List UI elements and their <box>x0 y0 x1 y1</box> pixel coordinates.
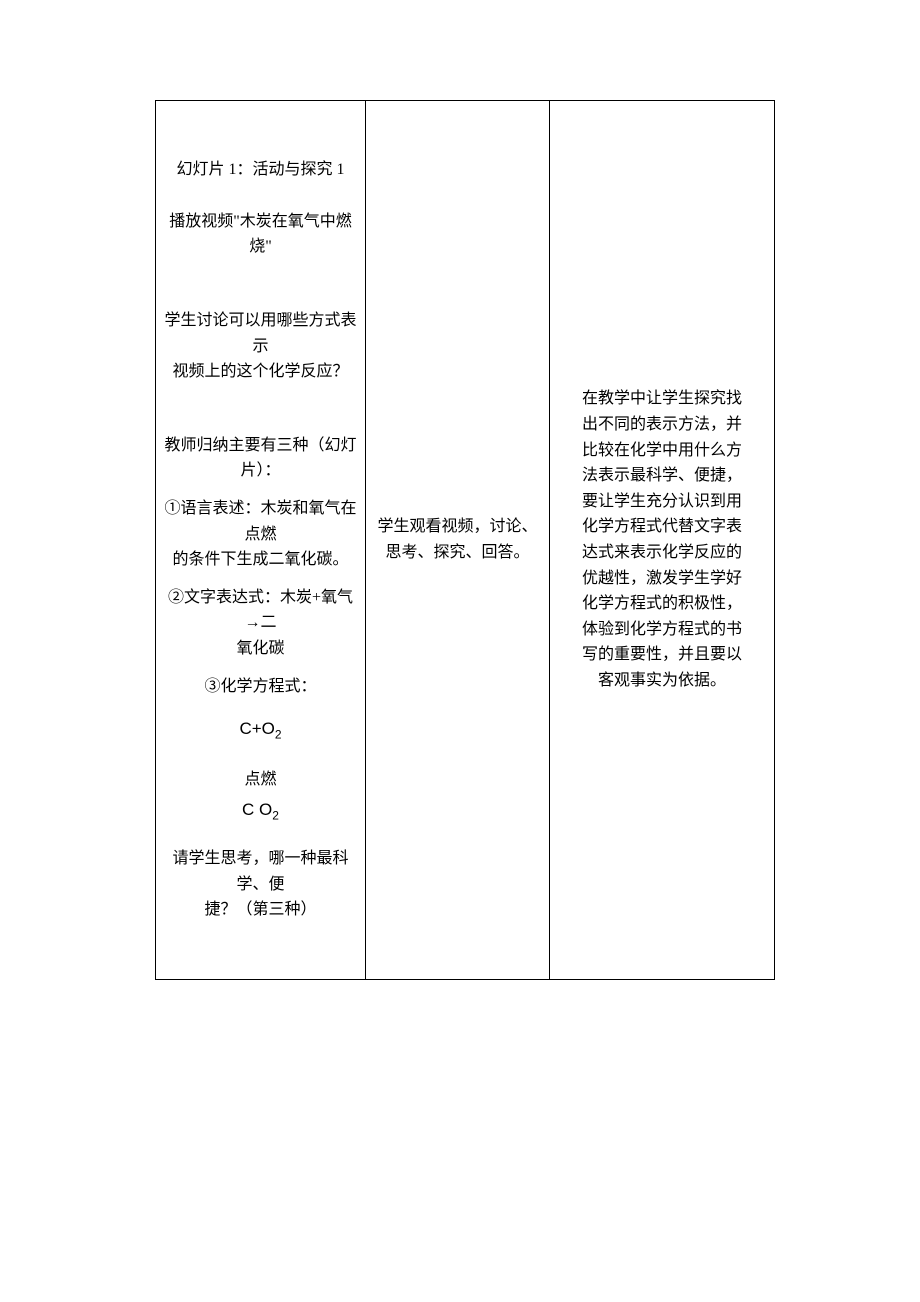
text-line: ②文字表达式：木炭+氧气→二 <box>168 589 353 632</box>
text-line: 在教学中让学生探究找 <box>582 390 742 407</box>
text-line: 法表示最科学、便捷， <box>582 467 742 484</box>
text-line: 优越性，激发学生学好 <box>582 570 742 587</box>
subscript: 2 <box>275 728 282 742</box>
video-description: 播放视频"木炭在氧气中燃烧" <box>160 209 361 260</box>
text-line: 体验到化学方程式的书 <box>582 621 742 638</box>
text-line: 化学方程式代替文字表 <box>582 518 742 535</box>
text-line: 捷？（第三种） <box>204 901 316 918</box>
text-line: 学生讨论可以用哪些方式表示 <box>164 312 356 355</box>
text-line: 视频上的这个化学反应？ <box>172 363 348 380</box>
text-line: 出不同的表示方法，并 <box>582 416 742 433</box>
text-line: ①语言表述：木炭和氧气在点燃 <box>164 500 356 543</box>
subscript: 2 <box>272 809 279 823</box>
slide-heading: 幻灯片 1：活动与探究 1 <box>160 157 361 183</box>
design-intent-text: 在教学中让学生探究找 出不同的表示方法，并 比较在化学中用什么方 法表示最科学、… <box>582 386 742 668</box>
text-line: 客观事实为依据。 <box>556 668 768 694</box>
equation-text: C O <box>242 800 272 819</box>
thinking-prompt: 请学生思考，哪一种最科学、便 捷？（第三种） <box>160 846 361 923</box>
text-line: 要让学生充分认识到用 <box>582 493 742 510</box>
method-2: ②文字表达式：木炭+氧气→二 氧化碳 <box>160 585 361 662</box>
text-line: 的条件下生成二氧化碳。 <box>172 551 348 568</box>
chemical-equation-reactants: C+O2 <box>160 715 361 745</box>
table-row: 幻灯片 1：活动与探究 1 播放视频"木炭在氧气中燃烧" 学生讨论可以用哪些方式… <box>156 101 774 979</box>
text-line: 氧化碳 <box>236 640 284 657</box>
text-line: 化学方程式的积极性， <box>582 595 742 612</box>
text-line: 写的重要性，并且要以 <box>582 646 742 663</box>
text-line: 比较在化学中用什么方 <box>582 442 742 459</box>
chemical-equation-products: C O2 <box>160 796 361 826</box>
discussion-prompt: 学生讨论可以用哪些方式表示 视频上的这个化学反应？ <box>160 308 361 385</box>
method-1: ①语言表述：木炭和氧气在点燃 的条件下生成二氧化碳。 <box>160 496 361 573</box>
design-intent-column: 在教学中让学生探究找 出不同的表示方法，并 比较在化学中用什么方 法表示最科学、… <box>550 101 774 979</box>
lesson-plan-table: 幻灯片 1：活动与探究 1 播放视频"木炭在氧气中燃烧" 学生讨论可以用哪些方式… <box>155 100 775 980</box>
equation-text: C+O <box>239 719 274 738</box>
teacher-activity-column: 幻灯片 1：活动与探究 1 播放视频"木炭在氧气中燃烧" 学生讨论可以用哪些方式… <box>156 101 366 979</box>
method-3-label: ③化学方程式： <box>160 674 361 700</box>
text-line: 教师归纳主要有三种（幻灯 <box>164 437 356 454</box>
teacher-summary-intro: 教师归纳主要有三种（幻灯 片）： <box>160 433 361 484</box>
text-line: 思考、探究、回答。 <box>385 544 529 561</box>
text-line: 请学生思考，哪一种最科学、便 <box>172 850 348 893</box>
student-activity-column: 学生观看视频，讨论、 思考、探究、回答。 <box>366 101 550 979</box>
reaction-condition: 点燃 <box>160 767 361 793</box>
text-line: 达式来表示化学反应的 <box>582 544 742 561</box>
student-activity-text: 学生观看视频，讨论、 思考、探究、回答。 <box>377 514 537 565</box>
text-line: 学生观看视频，讨论、 <box>377 518 537 535</box>
text-line: 片）： <box>240 462 280 479</box>
